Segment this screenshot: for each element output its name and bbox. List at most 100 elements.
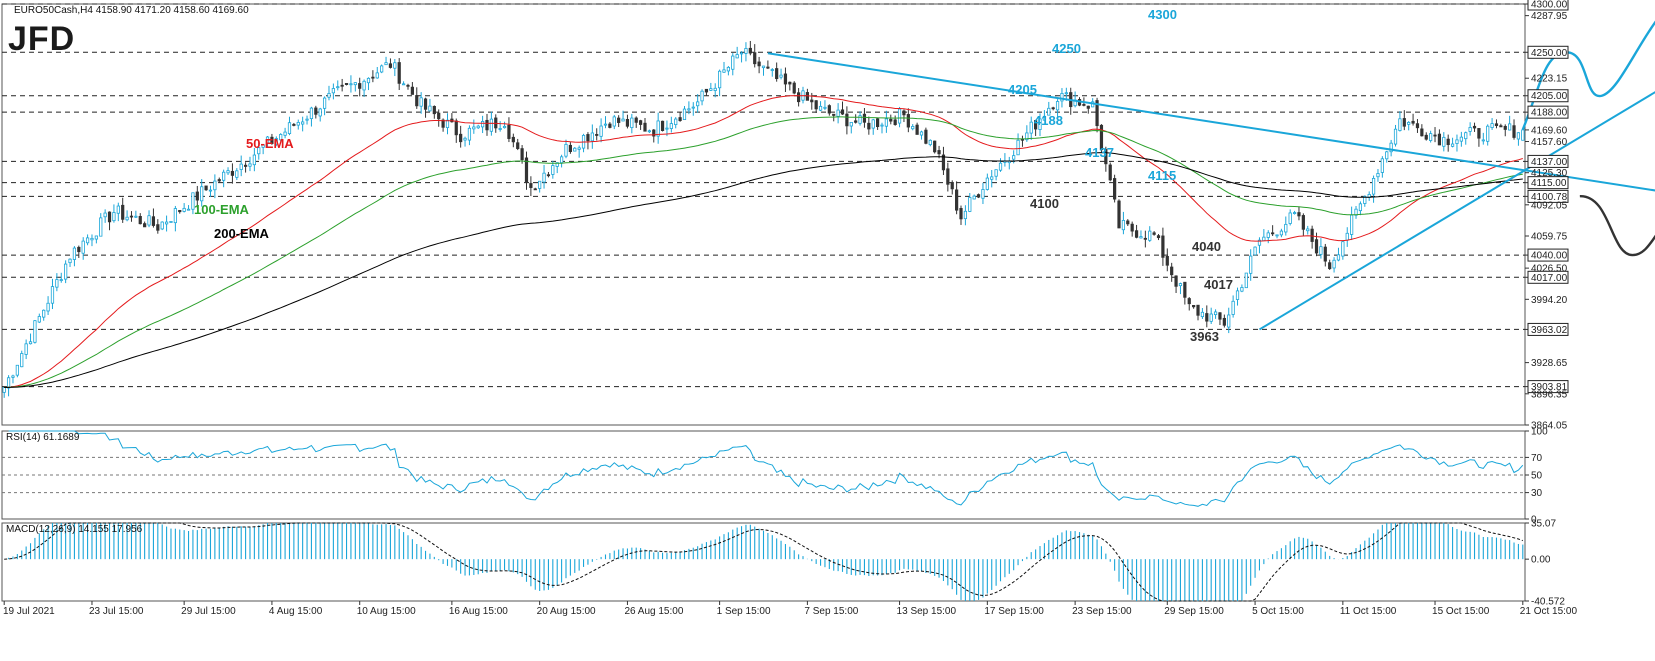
candle-body — [735, 54, 739, 59]
candle-body — [924, 129, 928, 144]
candle-body — [186, 208, 191, 211]
candle-body — [85, 237, 90, 244]
rsi-title: RSI(14) 61.1689 — [6, 432, 80, 443]
candle-body — [204, 185, 208, 191]
candle-body — [1297, 212, 1301, 217]
candle-body — [529, 183, 533, 188]
candle-body — [757, 61, 761, 67]
candle-body — [1301, 215, 1305, 230]
candle-body — [428, 105, 432, 112]
candle-body — [1055, 101, 1060, 111]
candle-body — [814, 100, 818, 110]
candle-body — [81, 240, 85, 254]
level-price-box — [1527, 0, 1569, 11]
candle-body — [1411, 120, 1415, 124]
level-price-box — [1527, 176, 1569, 190]
candle-body — [1218, 312, 1222, 320]
chart-frames — [1, 3, 1526, 602]
x-tick-label: 16 Aug 15:00 — [449, 606, 508, 617]
candle-body — [766, 66, 770, 69]
candle-body — [366, 77, 371, 84]
candle-body — [1380, 158, 1384, 173]
y-tick-label: 4115.00 — [1531, 178, 1567, 189]
candle-body — [599, 125, 603, 137]
candle-body — [1455, 139, 1459, 144]
candle-body — [788, 81, 792, 85]
candle-body — [94, 235, 98, 240]
candle-body — [107, 211, 112, 223]
candle-body — [889, 118, 893, 122]
candle-body — [388, 63, 393, 68]
candle-body — [876, 118, 880, 128]
candle-body — [827, 105, 831, 114]
candle-body — [353, 82, 357, 86]
candle-body — [915, 124, 919, 135]
candle-body — [1249, 255, 1253, 274]
candle-body — [195, 191, 199, 201]
candle-body — [103, 212, 107, 218]
x-tick-label: 23 Jul 15:00 — [89, 606, 144, 617]
candle-body — [265, 136, 270, 144]
candle-body — [1200, 311, 1205, 318]
candle-body — [1126, 220, 1130, 225]
candle-body — [687, 108, 691, 111]
candle-body — [274, 138, 278, 145]
candle-body — [375, 72, 379, 79]
candle-body — [1459, 136, 1463, 142]
candle-body — [230, 170, 235, 176]
candle-body — [533, 188, 537, 191]
50-ema-line — [4, 95, 1523, 388]
candle-body — [1433, 134, 1437, 137]
annotation-label: 4137 — [1085, 145, 1114, 160]
candle-body — [638, 120, 643, 125]
candle-body — [902, 110, 906, 116]
candle-body — [1161, 235, 1165, 258]
candle-body — [1244, 272, 1248, 289]
candle-body — [1284, 223, 1288, 233]
candle-body — [1095, 100, 1099, 127]
candle-body — [753, 52, 757, 65]
candle-body — [761, 65, 766, 69]
candle-body — [1494, 123, 1499, 127]
candle-body — [674, 118, 678, 126]
macd-panel-frame — [1, 522, 1526, 602]
candle-body — [292, 123, 296, 126]
candle-body — [169, 221, 173, 223]
candle-body — [15, 364, 19, 376]
candle-body — [1016, 139, 1020, 156]
candle-body — [1354, 208, 1358, 216]
candle-body — [893, 119, 897, 125]
rsi-y-tick-label: 70 — [1531, 453, 1543, 464]
candle-body — [336, 86, 340, 89]
candle-body — [805, 92, 809, 101]
trendlines — [767, 52, 1655, 331]
candle-body — [502, 125, 507, 129]
candle-body — [406, 84, 410, 87]
candle-body — [1499, 125, 1503, 128]
x-tick-label: 23 Sep 15:00 — [1072, 606, 1132, 617]
candle-body — [1104, 149, 1108, 165]
level-price-box — [1527, 105, 1569, 119]
annotation-label: 200-EMA — [214, 226, 270, 241]
candle-body — [296, 122, 300, 126]
candle-body — [467, 127, 472, 141]
candle-body — [652, 129, 656, 137]
candle-body — [2, 387, 6, 393]
candle-body — [906, 114, 910, 128]
annotation-label: 4300 — [1148, 7, 1177, 22]
y-tick-label: 4205.00 — [1531, 91, 1568, 102]
candle-body — [779, 74, 783, 78]
level-price-box — [1527, 248, 1569, 262]
candle-body — [568, 144, 572, 152]
candle-body — [344, 83, 349, 85]
candle-body — [691, 106, 695, 109]
y-tick-label: 3994.20 — [1531, 295, 1568, 306]
candle-body — [1266, 232, 1270, 238]
candle-body — [625, 119, 630, 127]
candle-body — [911, 126, 915, 130]
candle-body — [595, 134, 599, 136]
candle-body — [897, 108, 902, 124]
candle-body — [1292, 212, 1297, 214]
candle-body — [279, 134, 283, 141]
